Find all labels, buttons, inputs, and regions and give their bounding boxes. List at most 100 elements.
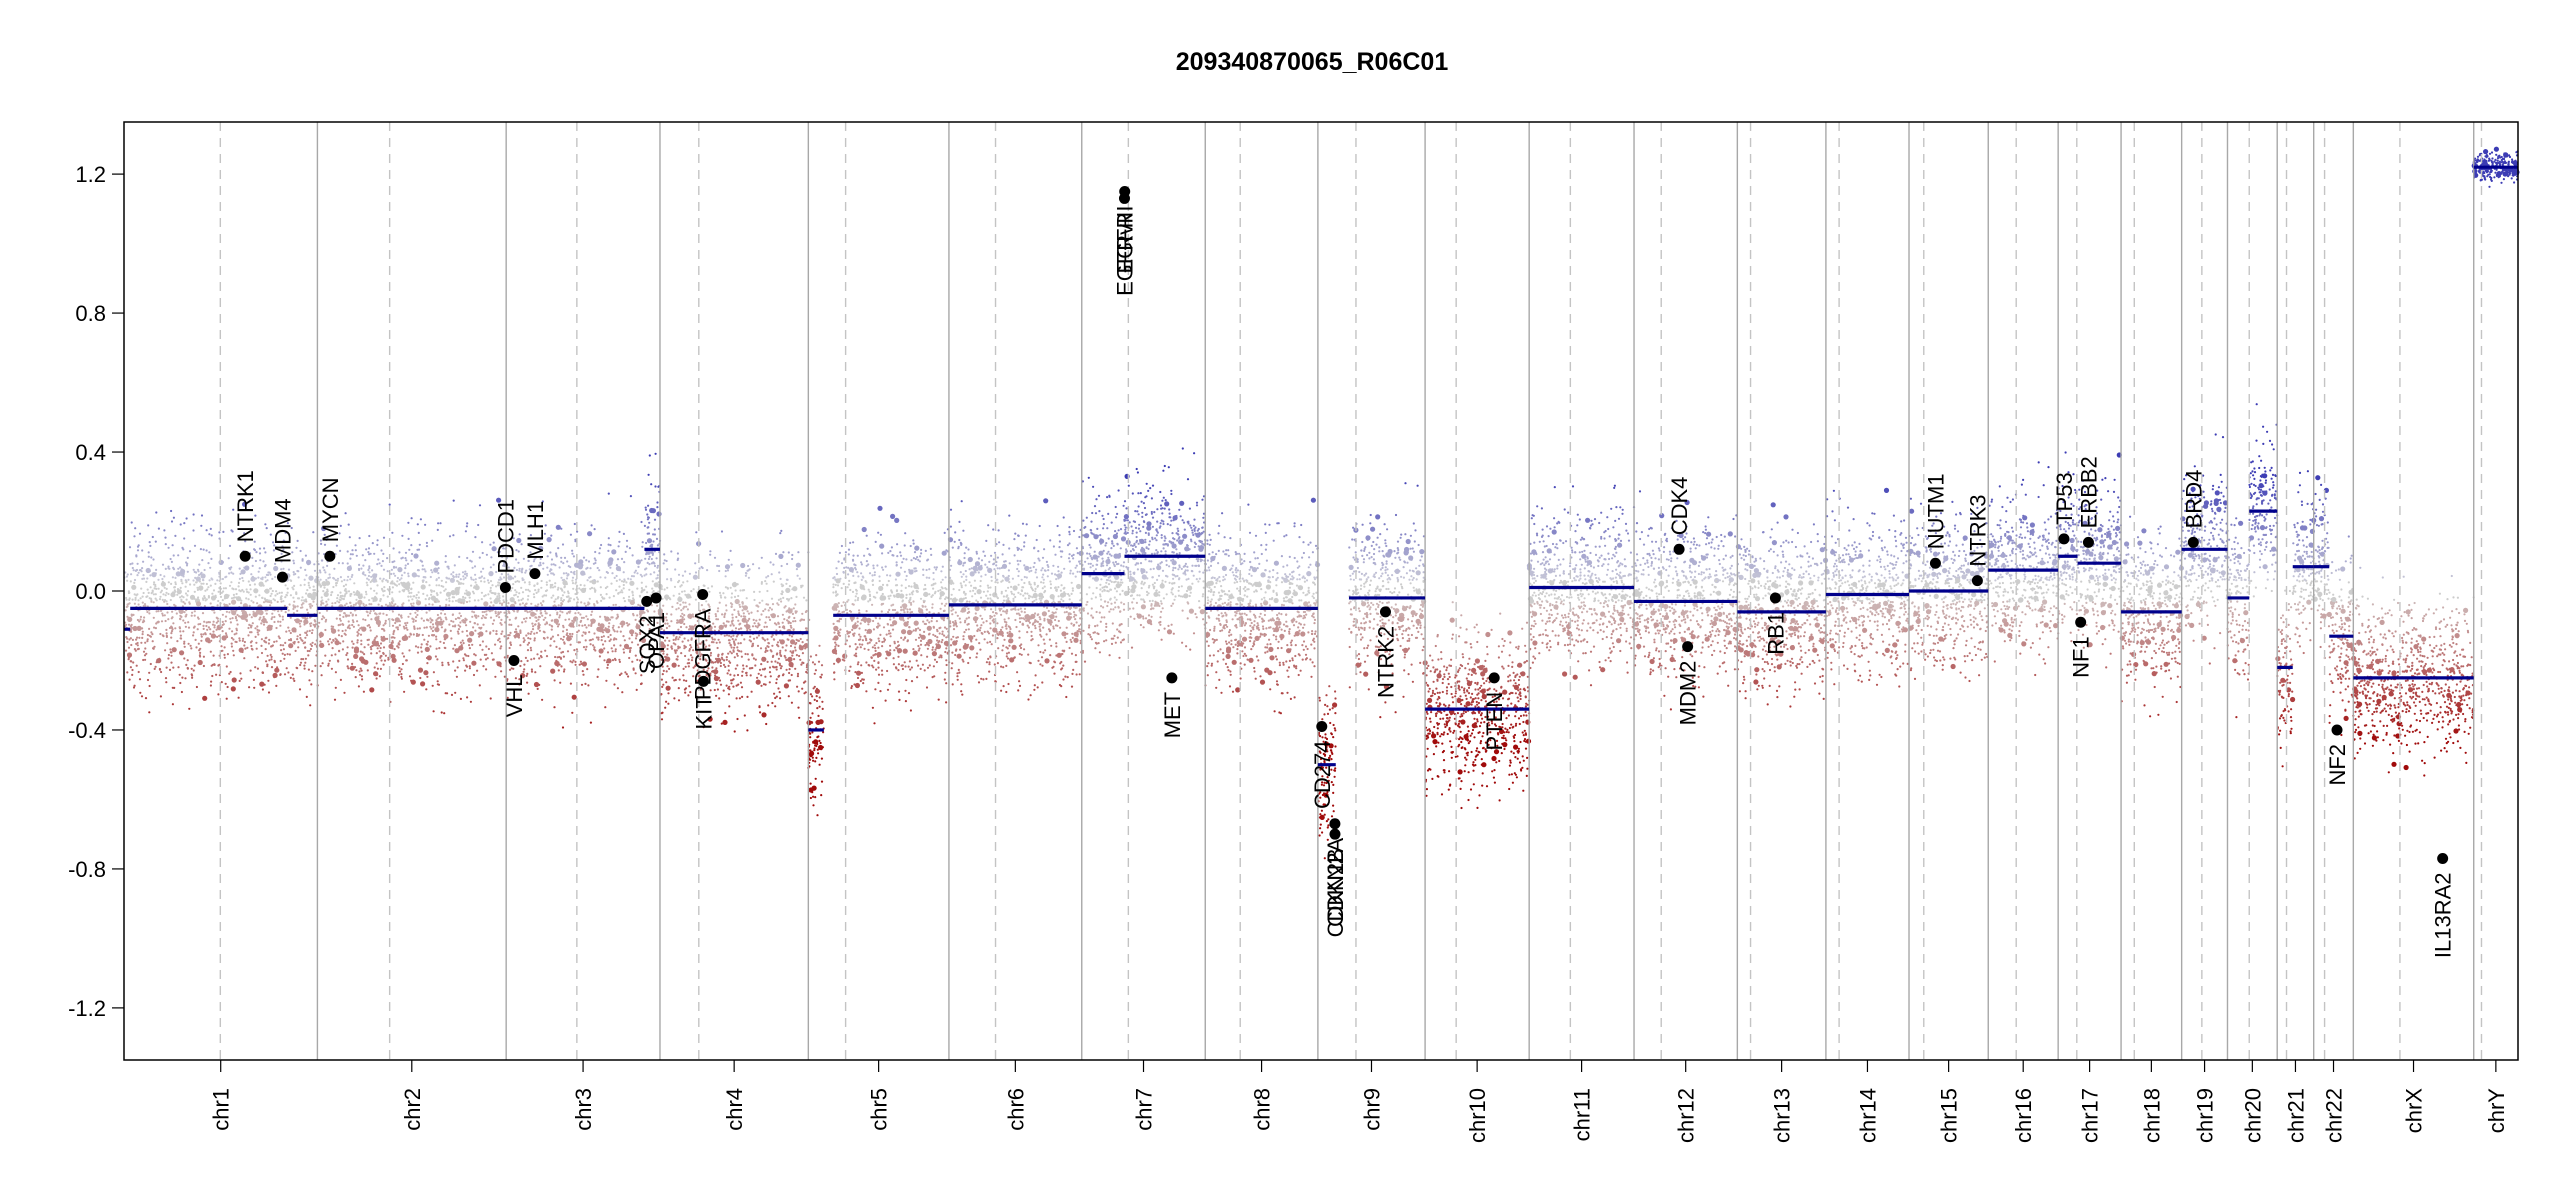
probe-point (534, 623, 537, 626)
probe-point (832, 586, 835, 589)
probe-point (273, 565, 279, 572)
probe-point (613, 683, 616, 686)
probe-point (352, 642, 355, 646)
probe-point (366, 669, 369, 672)
probe-point (284, 596, 287, 599)
probe-point (593, 557, 596, 560)
probe-point (489, 580, 493, 583)
probe-point (401, 635, 407, 642)
probe-point (590, 524, 593, 527)
probe-point (647, 504, 650, 507)
probe-point (858, 633, 861, 636)
probe-point (360, 669, 363, 672)
probe-point (202, 579, 205, 582)
probe-point (941, 578, 944, 581)
probe-point (256, 625, 259, 628)
probe-point (126, 579, 129, 582)
probe-point (151, 589, 154, 592)
probe-point (169, 557, 172, 561)
probe-point (598, 552, 601, 555)
probe-point (904, 586, 907, 590)
probe-point (528, 583, 531, 586)
probe-point (273, 568, 276, 571)
probe-point (555, 645, 558, 649)
probe-point (439, 616, 442, 619)
probe-point (264, 648, 267, 651)
probe-point (499, 640, 502, 643)
probe-point (677, 645, 680, 648)
probe-point (334, 579, 337, 582)
probe-point (202, 633, 205, 636)
probe-point (255, 647, 258, 650)
probe-point (917, 636, 921, 639)
probe-point (431, 629, 434, 633)
probe-point (254, 577, 257, 580)
probe-point (560, 603, 564, 606)
probe-point (262, 560, 265, 563)
probe-point (344, 512, 347, 515)
probe-point (378, 675, 381, 678)
probe-point (491, 622, 494, 625)
probe-point (589, 575, 592, 579)
probe-point (288, 653, 291, 656)
probe-point (431, 623, 435, 626)
probe-point (128, 546, 132, 549)
probe-point (426, 675, 429, 678)
probe-point (855, 592, 858, 595)
probe-point (662, 669, 665, 673)
probe-point (889, 644, 892, 647)
probe-point (376, 584, 379, 587)
probe-point (554, 598, 557, 601)
probe-point (237, 696, 240, 699)
probe-point (705, 600, 708, 603)
probe-point (654, 485, 657, 488)
probe-point (744, 615, 747, 618)
probe-point (321, 525, 327, 532)
probe-point (770, 608, 774, 611)
probe-point (437, 567, 440, 570)
probe-point (812, 740, 815, 744)
probe-point (231, 630, 234, 633)
probe-point (770, 613, 773, 617)
probe-point (733, 656, 736, 659)
probe-point (275, 546, 278, 549)
probe-point (304, 568, 307, 572)
probe-point (130, 626, 133, 629)
probe-point (384, 622, 387, 625)
probe-point (730, 563, 733, 566)
probe-point (636, 572, 639, 575)
probe-point (678, 678, 681, 681)
probe-point (868, 629, 871, 632)
probe-point (583, 624, 587, 627)
probe-point (740, 686, 744, 689)
probe-point (889, 574, 892, 577)
probe-point (873, 659, 876, 663)
probe-point (242, 501, 248, 507)
probe-point (519, 629, 522, 632)
probe-point (366, 624, 369, 627)
probe-point (243, 640, 246, 644)
probe-point (567, 573, 570, 576)
probe-point (131, 584, 137, 590)
probe-point (257, 576, 260, 579)
probe-point (342, 615, 345, 619)
probe-point (286, 587, 289, 590)
probe-point (304, 554, 307, 557)
probe-point (271, 612, 274, 615)
probe-point (471, 566, 474, 569)
probe-point (202, 664, 205, 668)
probe-point (751, 654, 754, 657)
probe-point (465, 600, 469, 604)
probe-point (176, 589, 182, 595)
probe-point (166, 611, 169, 614)
probe-point (782, 673, 785, 676)
probe-point (379, 642, 383, 645)
probe-point (749, 628, 752, 631)
probe-point (342, 640, 345, 643)
probe-point (244, 540, 247, 543)
probe-point (485, 610, 488, 613)
probe-point (425, 545, 429, 548)
probe-point (449, 577, 455, 583)
probe-point (573, 598, 576, 601)
probe-point (307, 584, 310, 587)
